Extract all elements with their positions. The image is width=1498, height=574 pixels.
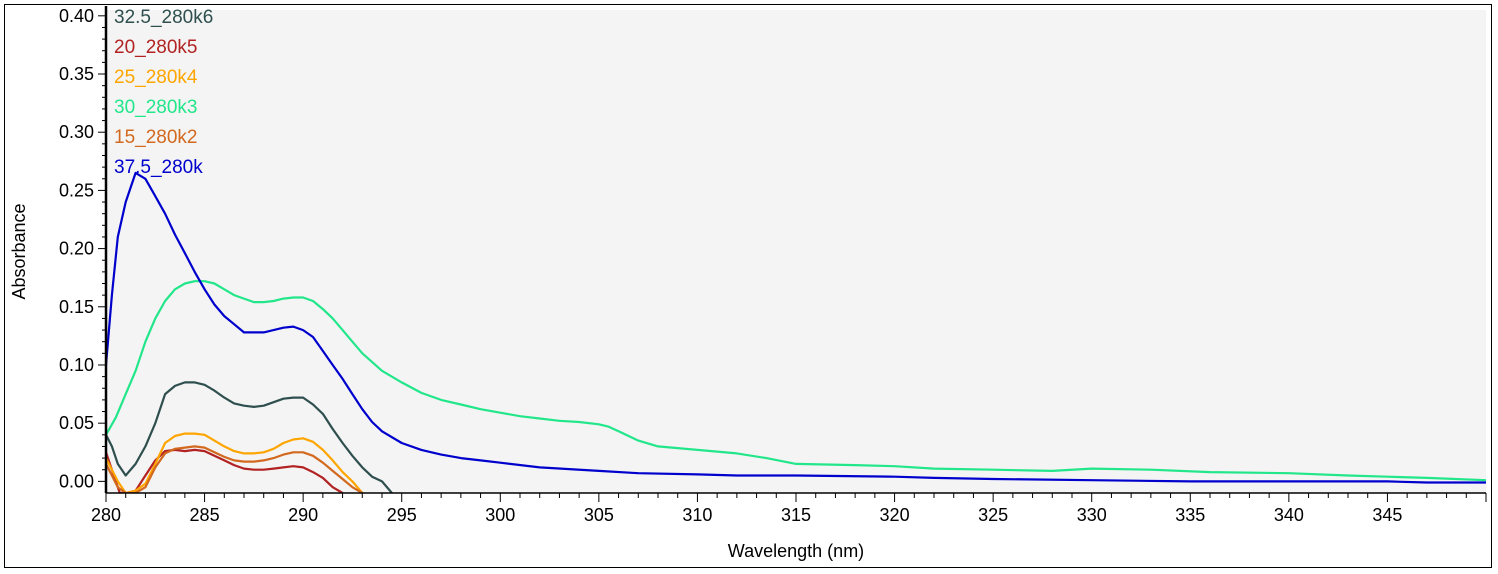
series-line-3: [106, 432, 364, 493]
series-line-1: [106, 381, 393, 493]
legend-entry: 15_280k2: [114, 127, 197, 148]
y-tick-label: 0.15: [59, 297, 94, 317]
y-tick-label: 0.30: [59, 122, 94, 142]
plot-area: [106, 10, 1486, 493]
y-tick-label: 0.40: [59, 6, 94, 26]
x-tick-label: 285: [190, 505, 220, 525]
x-tick-label: 300: [485, 505, 515, 525]
chart-frame: 280 285 290 295 300 305 310 315 320 325 330 335 340 3…: [4, 4, 1492, 568]
x-tick-label: 345: [1372, 505, 1402, 525]
axes-layer: 280 285 290 295 300 305 310 315 320 325 330 335 340 3…: [59, 6, 1487, 525]
legend-entry: 30_280k3: [114, 97, 197, 118]
x-tick-label: 290: [288, 505, 318, 525]
x-tick-label: 315: [781, 505, 811, 525]
y-tick-label: 0.20: [59, 239, 94, 259]
x-tick-label: 305: [584, 505, 614, 525]
legend: 32.5_280k6 20_280k5 25_280k4 30_280k3 15_280…: [114, 7, 213, 178]
x-tick-label: 325: [978, 505, 1008, 525]
legend-entry: 20_280k5: [114, 37, 197, 58]
series-line-2: [106, 448, 344, 493]
y-tick-label: 0.05: [59, 413, 94, 433]
x-tick-label: 340: [1274, 505, 1304, 525]
legend-entry: 25_280k4: [114, 67, 198, 88]
y-tick-label: 0.00: [59, 471, 94, 491]
x-tick-label: 320: [880, 505, 910, 525]
series-layer: [106, 171, 1486, 493]
x-tick-label: 330: [1077, 505, 1107, 525]
legend-entry: 37.5_280k: [114, 157, 203, 178]
x-tick-label: 295: [387, 505, 417, 525]
absorbance-spectrum-chart: 280 285 290 295 300 305 310 315 320 325 330 335 340 3…: [9, 6, 1487, 561]
y-axis-label: Absorbance: [9, 203, 29, 299]
series-line-5: [106, 445, 363, 493]
x-tick-label: 280: [91, 505, 121, 525]
x-tick-label: 335: [1175, 505, 1205, 525]
series-line-6: [106, 171, 1486, 484]
x-axis-label: Wavelength (nm): [728, 541, 864, 561]
legend-entry: 32.5_280k6: [114, 7, 213, 28]
y-tick-label: 0.25: [59, 180, 94, 200]
y-tick-label: 0.10: [59, 355, 94, 375]
series-line-4: [106, 280, 1486, 482]
y-tick-label: 0.35: [59, 64, 94, 84]
x-tick-label: 310: [682, 505, 712, 525]
